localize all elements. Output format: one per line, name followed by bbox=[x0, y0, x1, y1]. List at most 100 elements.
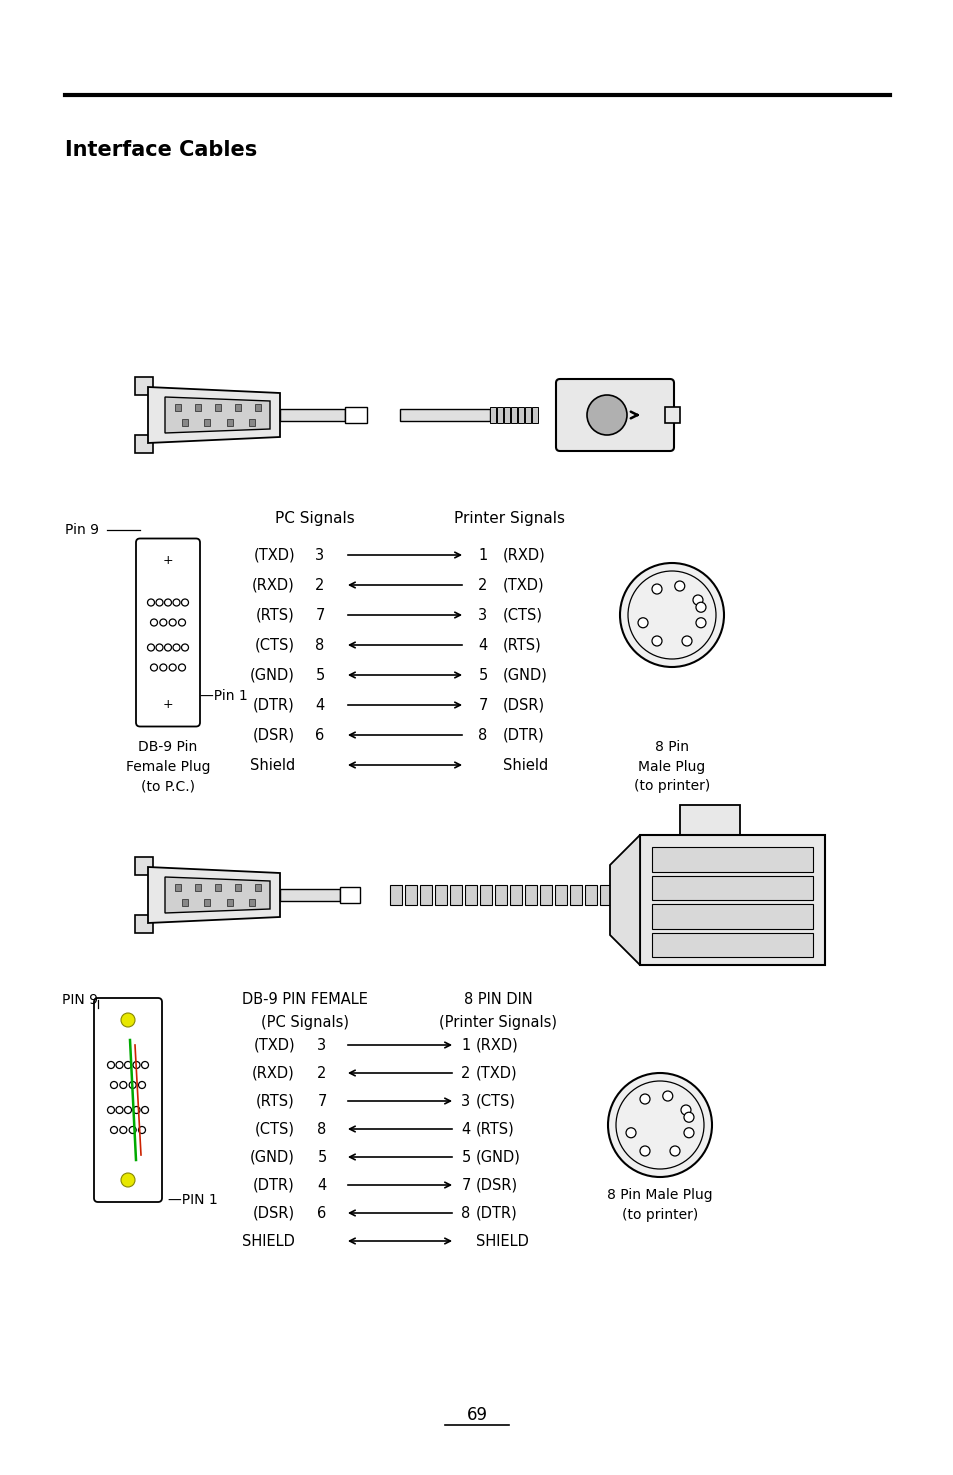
Text: 2: 2 bbox=[461, 1065, 470, 1081]
Text: (RTS): (RTS) bbox=[476, 1121, 515, 1137]
Text: (RXD): (RXD) bbox=[476, 1037, 518, 1053]
Circle shape bbox=[121, 1013, 135, 1027]
Text: (RXD): (RXD) bbox=[252, 578, 294, 593]
Bar bbox=[510, 885, 521, 906]
Circle shape bbox=[683, 1112, 693, 1122]
Circle shape bbox=[681, 636, 691, 646]
Circle shape bbox=[669, 1146, 679, 1156]
Circle shape bbox=[607, 1072, 711, 1177]
Circle shape bbox=[680, 1105, 690, 1115]
Bar bbox=[182, 419, 188, 426]
Text: Printer Signals: Printer Signals bbox=[454, 510, 565, 525]
Bar bbox=[490, 407, 496, 423]
Text: (RTS): (RTS) bbox=[256, 608, 294, 622]
Text: —Pin 1: —Pin 1 bbox=[200, 689, 248, 704]
Circle shape bbox=[639, 1146, 649, 1156]
Bar bbox=[419, 885, 432, 906]
Text: 5: 5 bbox=[477, 668, 487, 683]
Circle shape bbox=[121, 1173, 135, 1187]
Bar bbox=[399, 409, 490, 420]
Bar bbox=[664, 407, 679, 423]
Circle shape bbox=[662, 1092, 672, 1100]
Text: (TXD): (TXD) bbox=[502, 578, 544, 593]
Text: (GND): (GND) bbox=[502, 668, 547, 683]
Bar bbox=[651, 847, 812, 872]
Polygon shape bbox=[148, 386, 280, 442]
Bar bbox=[174, 404, 181, 412]
Bar bbox=[249, 898, 254, 906]
Bar bbox=[345, 407, 367, 423]
Text: 5: 5 bbox=[315, 668, 324, 683]
Bar bbox=[214, 404, 221, 412]
Bar bbox=[479, 885, 492, 906]
Circle shape bbox=[619, 563, 723, 667]
Text: 3: 3 bbox=[461, 1093, 470, 1109]
Bar bbox=[599, 885, 612, 906]
Text: PIN 9: PIN 9 bbox=[62, 993, 98, 1007]
Text: (TXD): (TXD) bbox=[476, 1065, 517, 1081]
FancyBboxPatch shape bbox=[556, 379, 673, 451]
Text: 3: 3 bbox=[317, 1037, 326, 1053]
Polygon shape bbox=[165, 878, 270, 913]
Circle shape bbox=[625, 1128, 636, 1137]
Text: DB-9 PIN FEMALE: DB-9 PIN FEMALE bbox=[242, 993, 368, 1007]
Bar bbox=[135, 857, 152, 875]
Bar bbox=[135, 378, 152, 395]
Circle shape bbox=[696, 602, 705, 612]
Text: (DSR): (DSR) bbox=[253, 1205, 294, 1220]
Bar bbox=[182, 898, 188, 906]
Bar bbox=[517, 407, 523, 423]
Bar bbox=[555, 885, 566, 906]
Text: +: + bbox=[163, 555, 173, 566]
Text: —PIN 1: —PIN 1 bbox=[168, 1193, 217, 1207]
Bar bbox=[511, 407, 517, 423]
Text: (DSR): (DSR) bbox=[502, 698, 544, 712]
Text: 8 Pin Male Plug
(to printer): 8 Pin Male Plug (to printer) bbox=[606, 1187, 712, 1221]
Bar bbox=[204, 419, 210, 426]
Text: (RTS): (RTS) bbox=[502, 637, 541, 652]
Text: 7: 7 bbox=[315, 608, 324, 622]
Circle shape bbox=[683, 1128, 693, 1137]
Circle shape bbox=[651, 584, 661, 594]
Bar bbox=[194, 884, 201, 891]
Text: (RTS): (RTS) bbox=[256, 1093, 294, 1109]
Text: (DSR): (DSR) bbox=[253, 727, 294, 742]
Text: +: + bbox=[163, 698, 173, 711]
Text: 4: 4 bbox=[477, 637, 487, 652]
Text: 6: 6 bbox=[317, 1205, 326, 1220]
FancyBboxPatch shape bbox=[94, 999, 162, 1202]
Text: (RXD): (RXD) bbox=[252, 1065, 294, 1081]
Bar bbox=[584, 885, 597, 906]
Text: (GND): (GND) bbox=[250, 1149, 294, 1164]
Text: (CTS): (CTS) bbox=[254, 637, 294, 652]
Text: 8 Pin
Male Plug
(to printer): 8 Pin Male Plug (to printer) bbox=[633, 740, 709, 794]
Text: (TXD): (TXD) bbox=[253, 1037, 294, 1053]
Bar bbox=[495, 885, 506, 906]
Text: 1: 1 bbox=[461, 1037, 470, 1053]
Circle shape bbox=[696, 618, 705, 628]
Bar bbox=[174, 884, 181, 891]
Text: 5: 5 bbox=[461, 1149, 470, 1164]
Bar bbox=[497, 407, 502, 423]
Text: 8: 8 bbox=[315, 637, 324, 652]
Text: DB-9 Pin
Female Plug
(to P.C.): DB-9 Pin Female Plug (to P.C.) bbox=[126, 740, 210, 794]
Text: (TXD): (TXD) bbox=[253, 547, 294, 562]
Circle shape bbox=[651, 636, 661, 646]
Bar bbox=[539, 885, 552, 906]
Text: (CTS): (CTS) bbox=[476, 1093, 516, 1109]
Bar bbox=[214, 884, 221, 891]
Circle shape bbox=[692, 594, 702, 605]
Circle shape bbox=[639, 1094, 649, 1103]
Text: 69: 69 bbox=[466, 1406, 487, 1423]
Polygon shape bbox=[165, 397, 270, 434]
Text: (DSR): (DSR) bbox=[476, 1177, 517, 1192]
Bar bbox=[227, 419, 233, 426]
Circle shape bbox=[586, 395, 626, 435]
Bar bbox=[639, 835, 824, 965]
Text: 6: 6 bbox=[315, 727, 324, 742]
Bar bbox=[280, 889, 339, 901]
Text: (CTS): (CTS) bbox=[254, 1121, 294, 1137]
Text: (RXD): (RXD) bbox=[502, 547, 545, 562]
Text: (PC Signals): (PC Signals) bbox=[261, 1015, 349, 1030]
Bar bbox=[524, 407, 531, 423]
